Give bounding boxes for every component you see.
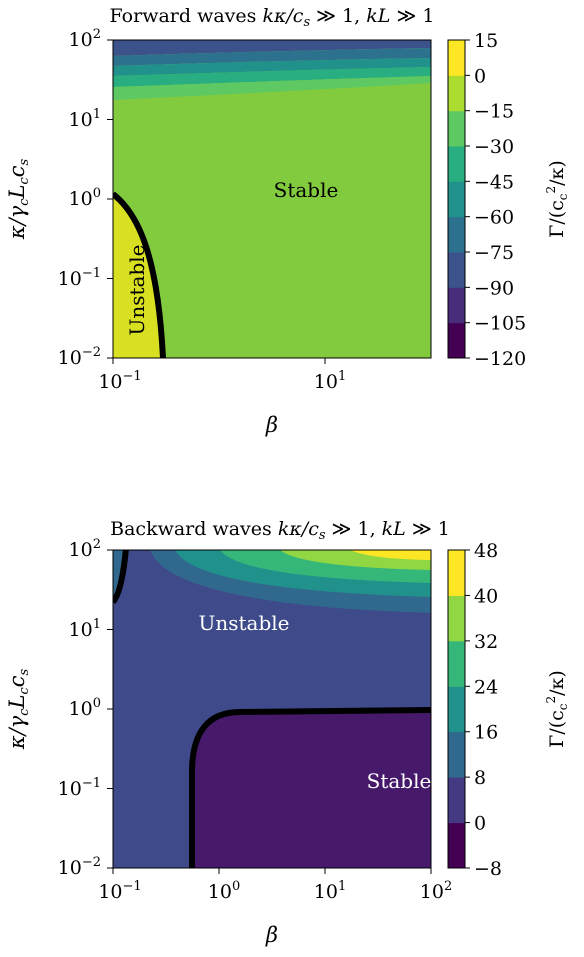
colorbar-label-forward: Γ/(cc2/κ) [544,160,570,238]
colorbar-segment [448,322,465,359]
colorbar-tick-label: −90 [474,277,514,299]
x-tick-label: 10−1 [98,369,141,393]
x-axis-forward: 10−1 101 [98,358,346,393]
chart-title-backward: Backward waves kκ/cs ≫ 1, kL ≫ 1 [110,518,450,543]
colorbar-tick-label: −75 [474,242,514,264]
x-tick-label: 102 [420,879,452,903]
x-tick-label: 10−1 [98,879,141,903]
x-tick-label: 100 [208,879,240,903]
y-tick-label: 10−1 [58,266,101,290]
x-axis-backward: 10−1 100 101 102 [98,868,452,903]
colorbar-segment [448,550,465,596]
unstable-label: Unstable [125,245,149,336]
y-axis-forward: 102 101 100 10−1 10−2 [58,27,113,369]
colorbar-tick-label: −30 [474,136,514,158]
colorbar-segment [448,252,465,288]
y-tick-label: 100 [69,696,101,720]
heatmap-forward [113,40,431,358]
colorbar-tick-label: 16 [474,722,498,744]
colorbar-tick-label: 48 [474,540,498,562]
y-tick-label: 10−1 [58,776,101,800]
unstable-region-fill [113,194,163,358]
chart-title-forward: Forward waves kκ/cs ≫ 1, kL ≫ 1 [110,5,435,30]
colorbar-tick-label: 24 [474,676,498,698]
y-tick-label: 101 [69,617,101,641]
colorbar-tick-label: 40 [474,585,498,607]
x-tick-label: 101 [314,879,346,903]
stability-boundary [189,707,431,868]
colorbar-frame [447,549,466,869]
x-axis-label-forward: β [265,413,278,437]
colorbar-segment [448,686,465,733]
colorbar-frame [447,39,466,359]
colorbar-segment [448,216,465,253]
stability-boundary [113,191,166,358]
colorbar-segment [448,595,465,642]
colorbar-segment [448,822,465,869]
stability-boundary [113,550,129,605]
colorbar-segment [448,731,465,778]
unstable-label: Unstable [199,611,290,635]
colorbar-tick-label: 32 [474,631,498,653]
y-axis-label-forward: κ/γcLccs [5,158,32,240]
colorbar-tick-label: 8 [474,767,486,789]
colorbar-tick-label: 15 [474,30,498,52]
colorbar-segment [448,181,465,218]
backward-waves-panel: Backward waves kκ/cs ≫ 1, kL ≫ 1 Unstabl… [5,518,570,947]
contour-band [113,76,431,100]
y-axis-backward: 102 101 100 10−1 10−2 [58,537,113,879]
colorbar-tick-label: 0 [474,813,486,835]
colorbar-tick-label: 0 [474,65,486,87]
colorbar-segment [448,146,465,182]
forward-waves-panel: Forward waves kκ/cs ≫ 1, kL ≫ 1 Stable U… [5,5,570,437]
x-tick-label: 101 [314,369,346,393]
colorbar-forward: 15 0 −15 −30 −45 −60 −75 −90 −105 −120 [448,30,526,370]
colorbar-segment [448,40,465,76]
contour-band [350,550,431,560]
y-tick-label: 100 [69,186,101,210]
stable-label: Stable [274,178,339,202]
colorbar-segment [448,777,465,824]
colorbar-segment [448,640,465,687]
y-tick-label: 102 [69,27,101,51]
colorbar-tick-label: −60 [474,207,514,229]
colorbar-tick-label: −120 [474,348,526,370]
y-tick-label: 101 [69,107,101,131]
x-axis-label-backward: β [265,923,278,947]
y-axis-label-backward: κ/γcLccs [5,668,32,750]
colorbar-segment [448,110,465,147]
stable-region-fill [192,710,431,868]
colorbar-segment [448,75,465,112]
contour-band [113,58,431,76]
colorbar-segment [448,287,465,324]
contour-band [113,48,431,66]
y-tick-label: 10−2 [58,855,101,879]
colorbar-label-backward: Γ/(cc2/κ) [544,670,570,748]
stable-label: Stable [367,769,432,793]
heatmap-backward [113,550,431,868]
colorbar-backward: 48 40 32 24 16 8 0 −8 [448,540,502,880]
y-tick-label: 102 [69,537,101,561]
colorbar-tick-label: −45 [474,171,514,193]
colorbar-tick-label: −105 [474,313,526,335]
colorbar-tick-label: −15 [474,101,514,123]
contour-band [113,40,431,56]
y-tick-label: 10−2 [58,345,101,369]
contour-band [113,67,431,87]
colorbar-tick-label: −8 [474,858,502,880]
